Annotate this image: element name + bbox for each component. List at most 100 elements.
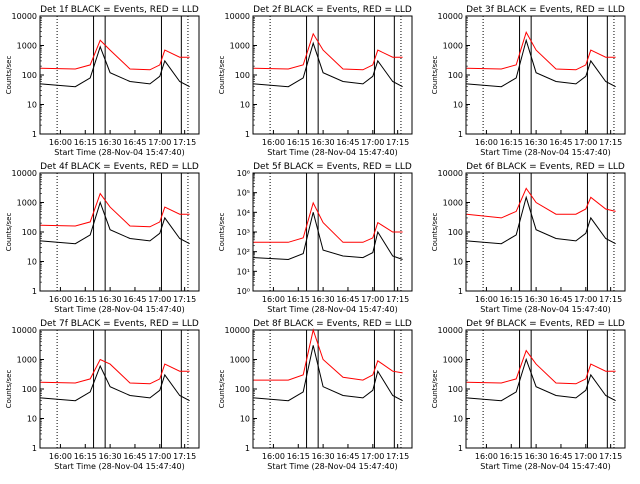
y-tick-label: 10⁰ (237, 287, 250, 296)
y-tick-label: 10⁵ (237, 189, 250, 198)
x-tick-label: 16:15 (287, 295, 310, 304)
series-red-line (466, 31, 616, 71)
series-black-line (253, 345, 403, 402)
y-tick-label: 10000 (438, 12, 463, 21)
x-tick-label: 16:15 (500, 295, 523, 304)
panel-8: Det 8f BLACK = Events, RED = LLD 1 10 100 10… (218, 319, 413, 471)
x-tick-label: 16:45 (123, 138, 146, 147)
y-axis-label: Counts/sec (218, 370, 226, 409)
panel-title: Det 7f BLACK = Events, RED = LLD (40, 319, 199, 329)
x-tick-label: 16:00 (475, 138, 498, 147)
y-tick-label: 10000 (12, 12, 37, 21)
x-tick-label: 16:15 (500, 138, 523, 147)
y-axis-label: Counts/sec (5, 56, 13, 95)
x-axis-label: Start Time (28-Nov-04 15:47:40) (480, 462, 610, 471)
y-tick-label: 100 (22, 71, 37, 80)
x-axis-label: Start Time (28-Nov-04 15:47:40) (267, 462, 397, 471)
x-tick-label: 17:00 (361, 452, 384, 461)
y-tick-label: 1000 (443, 199, 463, 208)
x-tick-label: 17:15 (599, 452, 622, 461)
y-tick-label: 10 (240, 415, 250, 424)
y-tick-label: 1000 (443, 356, 463, 365)
x-tick-label: 17:15 (173, 138, 196, 147)
series-black-line (253, 212, 403, 261)
y-tick-label: 10 (453, 415, 463, 424)
x-tick-label: 16:00 (49, 452, 72, 461)
series-red-line (253, 328, 403, 381)
x-tick-label: 17:15 (173, 295, 196, 304)
x-tick-label: 16:15 (287, 138, 310, 147)
y-tick-label: 1000 (17, 356, 37, 365)
series-black-line (466, 38, 616, 88)
panel-7: Det 7f BLACK = Events, RED = LLD 1 10 100 10… (5, 319, 200, 471)
series-black-line (40, 45, 190, 88)
y-tick-label: 1 (32, 444, 37, 453)
x-tick-label: 16:00 (262, 452, 285, 461)
y-tick-label: 100 (448, 71, 463, 80)
y-tick-label: 10 (240, 101, 250, 110)
y-tick-label: 10³ (237, 228, 250, 237)
x-axis-label: Start Time (28-Nov-04 15:47:40) (480, 148, 610, 157)
y-tick-label: 100 (448, 228, 463, 237)
x-axis-label: Start Time (28-Nov-04 15:47:40) (267, 305, 397, 314)
x-tick-label: 17:00 (574, 295, 597, 304)
y-tick-label: 1 (458, 130, 463, 139)
panel-4: Det 4f BLACK = Events, RED = LLD 1 10 100 10… (5, 162, 200, 314)
x-tick-label: 16:30 (525, 138, 548, 147)
y-tick-label: 10² (237, 248, 250, 257)
x-tick-label: 16:15 (74, 452, 97, 461)
y-tick-label: 100 (235, 385, 250, 394)
series-red-line (40, 192, 190, 228)
y-tick-label: 10000 (12, 169, 37, 178)
x-tick-label: 17:00 (148, 138, 171, 147)
panel-title: Det 4f BLACK = Events, RED = LLD (40, 162, 199, 172)
y-tick-label: 10⁴ (237, 208, 250, 217)
series-red-line (253, 32, 403, 71)
panel-title: Det 8f BLACK = Events, RED = LLD (253, 319, 412, 329)
y-tick-label: 1 (32, 287, 37, 296)
x-tick-label: 16:00 (475, 295, 498, 304)
series-red-line (40, 39, 190, 71)
x-tick-label: 16:30 (525, 452, 548, 461)
y-tick-label: 1000 (17, 42, 37, 51)
y-tick-label: 100 (448, 385, 463, 394)
series-black-line (40, 364, 190, 402)
y-tick-label: 100 (235, 71, 250, 80)
x-tick-label: 16:45 (336, 295, 359, 304)
series-black-line (40, 200, 190, 245)
x-tick-label: 16:30 (99, 295, 122, 304)
x-tick-label: 16:30 (312, 138, 335, 147)
x-tick-label: 16:00 (262, 295, 285, 304)
y-tick-label: 10000 (225, 12, 250, 21)
y-tick-label: 10 (27, 101, 37, 110)
x-tick-label: 17:15 (386, 452, 409, 461)
y-tick-label: 1 (458, 444, 463, 453)
x-axis-label: Start Time (28-Nov-04 15:47:40) (54, 148, 184, 157)
x-tick-label: 16:00 (475, 452, 498, 461)
y-tick-label: 10 (453, 258, 463, 267)
y-tick-label: 1 (245, 444, 250, 453)
y-axis-label: Counts/sec (5, 370, 13, 409)
panel-1: Det 1f BLACK = Events, RED = LLD 1 10 100 10… (5, 5, 200, 157)
y-axis-label: Counts/sec (431, 56, 439, 95)
panel-2: Det 2f BLACK = Events, RED = LLD 1 10 100 10… (218, 5, 413, 157)
x-tick-label: 16:45 (336, 452, 359, 461)
x-tick-label: 16:30 (312, 295, 335, 304)
x-tick-label: 17:15 (599, 138, 622, 147)
x-tick-label: 16:45 (549, 138, 572, 147)
y-tick-label: 10¹ (237, 267, 250, 276)
y-tick-label: 1 (245, 130, 250, 139)
x-tick-label: 17:00 (361, 295, 384, 304)
y-tick-label: 1000 (17, 199, 37, 208)
x-tick-label: 16:00 (49, 138, 72, 147)
x-tick-label: 16:00 (49, 295, 72, 304)
x-tick-label: 17:00 (574, 452, 597, 461)
series-red-line (253, 201, 403, 243)
x-tick-label: 16:30 (312, 452, 335, 461)
y-axis-label: Counts/sec (218, 56, 226, 95)
series-black-line (466, 195, 616, 245)
y-axis-label: Counts/sec (218, 213, 226, 252)
x-tick-label: 16:15 (74, 295, 97, 304)
y-axis-label: Counts/sec (5, 213, 13, 252)
